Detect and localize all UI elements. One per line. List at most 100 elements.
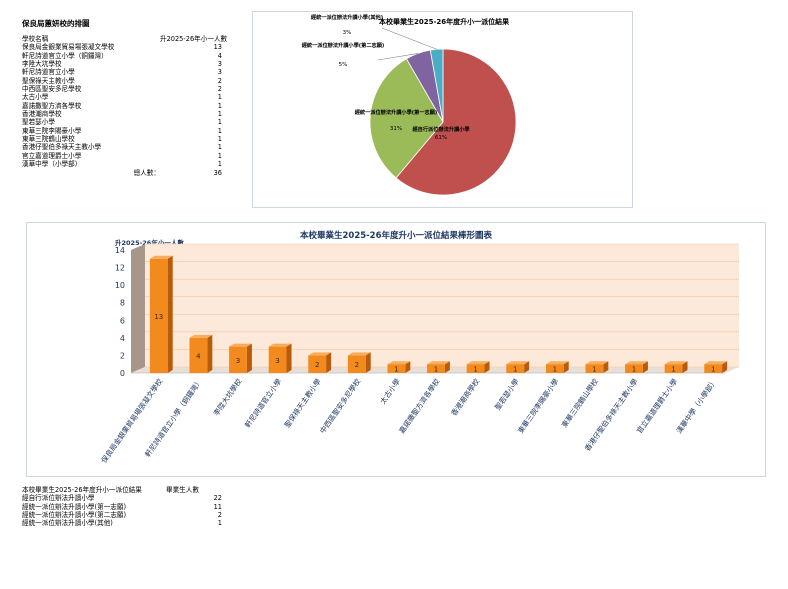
school-value: 2	[217, 85, 222, 94]
bar	[189, 337, 208, 373]
schools-total-value: 36	[213, 168, 222, 177]
bar-data-label: 3	[275, 357, 279, 365]
school-name: 香港仔聖伯多祿天主教小學	[22, 143, 102, 152]
pie-slice-percent: 61%	[435, 135, 447, 141]
bar	[466, 364, 485, 373]
bar-side	[444, 361, 450, 373]
school-value: 3	[217, 68, 222, 77]
bar-side	[603, 361, 609, 373]
y-tick-label: 0	[120, 369, 125, 378]
pie-slice	[429, 48, 444, 123]
bar	[704, 364, 723, 373]
school-value: 13	[213, 43, 222, 52]
result-value: 1	[217, 519, 222, 528]
pie-slice	[395, 48, 517, 196]
bar-top	[229, 343, 252, 347]
school-name: 聖保祿天主教小學	[22, 76, 75, 85]
y-tick-label: 8	[120, 299, 125, 308]
school-row: 李陞大坑學校 3	[22, 60, 232, 68]
school-name: 保良局金銀業貿易場張凝文學校	[22, 43, 115, 52]
bar	[545, 364, 564, 373]
bar-top	[506, 361, 530, 365]
school-row: 嘉諾撒聖方濟各學校 1	[22, 102, 232, 110]
bar-top	[664, 361, 688, 365]
school-row: 軒尼詩道官立小學（銅鑼灣） 4	[22, 52, 232, 60]
schools-total-label: 總人數：	[133, 168, 160, 177]
schools-header-value: 升2025-26年小一人數	[160, 35, 228, 43]
bar-data-label: 1	[434, 366, 438, 374]
x-category-label: 香港潮商學校	[449, 377, 481, 418]
bar-top	[545, 361, 569, 365]
result-value: 11	[213, 502, 222, 511]
x-category-label: 軒尼詩道官立小學	[243, 377, 283, 429]
pie-slice-label: 經統一派位辦法升讀小學(第二志願)	[302, 41, 385, 49]
school-value: 1	[217, 143, 222, 152]
bar	[585, 364, 604, 373]
bar-side	[682, 361, 688, 373]
bar-chart-title: 本校畢業生2025-26年度升小一派位結果棒形圖表	[300, 230, 493, 241]
result-name: 經自行派位辦法升讀小學	[22, 494, 95, 503]
bar-data-label: 1	[671, 366, 675, 374]
y-tick-label: 12	[115, 264, 125, 273]
bar-side	[246, 343, 252, 373]
bar-top	[466, 361, 490, 365]
y-tick-label: 2	[120, 351, 125, 360]
bar-top	[427, 361, 450, 365]
school-row: 官立嘉道理爵士小學 1	[22, 152, 232, 160]
bar-data-label: 13	[154, 313, 163, 321]
school-value: 1	[217, 160, 222, 169]
school-row: 東華三院李賜豪小學 1	[22, 127, 232, 135]
bar-data-label: 4	[196, 352, 201, 360]
bar-top	[268, 343, 292, 347]
school-value: 1	[217, 135, 222, 144]
x-category-label: 李陞大坑學校	[212, 377, 244, 418]
school-name: 漢華中學（小學部）	[22, 160, 82, 169]
bar-top	[625, 361, 648, 365]
bar-side	[365, 352, 371, 373]
bar	[506, 364, 525, 373]
bar-side	[207, 334, 213, 373]
results-table: 本校畢業生2025-26年度升小一派位結果 畢業生人數 經自行派位辦法升讀小學 2…	[22, 486, 232, 528]
x-category-label: 聖若瑟小學	[493, 377, 521, 412]
bar-top	[308, 352, 332, 356]
bar-chart-panel: 本校畢業生2025-26年度升小一派位結果棒形圖表 升2025-26年小一人數 …	[26, 222, 766, 477]
bar-data-label: 1	[592, 366, 596, 374]
bar-data-label: 3	[236, 357, 240, 365]
school-value: 1	[217, 101, 222, 110]
school-row: 太古小學 1	[22, 93, 232, 101]
school-name: 李陞大坑學校	[22, 60, 62, 69]
pie-slice-label: 經統一派位辦法升讀小學(其他)	[311, 13, 383, 21]
y-tick-label: 14	[115, 246, 125, 255]
x-category-label: 官立嘉道理爵士小學	[635, 377, 679, 435]
bar-top	[585, 361, 609, 365]
bar-chart: 本校畢業生2025-26年度升小一派位結果棒形圖表 升2025-26年小一人數 …	[99, 230, 739, 465]
school-row: 香港仔聖伯多祿天主教小學 1	[22, 143, 232, 151]
school-value: 4	[217, 51, 222, 60]
bar-data-label: 1	[553, 366, 557, 374]
school-value: 1	[217, 93, 222, 102]
bar	[229, 346, 247, 373]
result-value: 22	[213, 494, 222, 503]
school-name: 太古小學	[22, 93, 49, 102]
bar-top	[347, 352, 371, 356]
pie-slice-percent: 3%	[343, 30, 352, 36]
result-name: 經統一派位辦法升讀小學(第二志願)	[22, 511, 127, 520]
pie-chart-panel: 本校畢業生2025-26年度升小一派位結果 經自行派位辦法升讀小學 61% 經統一派…	[252, 11, 633, 208]
school-row: 香港潮商學校 1	[22, 110, 232, 118]
school-name: 東華三院鶴山學校	[22, 135, 75, 144]
schools-table: 學校名稱 升2025-26年小一人數 保良局金銀業貿易場張凝文學校 13 軒尼詩道官…	[22, 35, 232, 177]
pie-chart: 本校畢業生2025-26年度升小一派位結果 經自行派位辦法升讀小學 61% 經統一派…	[302, 13, 517, 196]
bar-side	[524, 361, 530, 373]
bar-side	[722, 361, 728, 373]
pie-slice	[369, 58, 444, 179]
school-name: 嘉諾撒聖方濟各學校	[22, 101, 82, 110]
pie-slice-percent: 5%	[339, 62, 348, 68]
pie-slice-label: 經自行派位辦法升讀小學	[412, 125, 470, 133]
school-row: 軒尼詩道官立小學 3	[22, 68, 232, 76]
school-name: 香港潮商學校	[22, 110, 62, 119]
bar-data-label: 1	[473, 366, 477, 374]
bar	[387, 364, 406, 373]
school-name: 東華三院李賜豪小學	[22, 126, 82, 135]
x-category-label: 東華三院鶴山學校	[560, 377, 600, 429]
bar-data-label: 2	[315, 361, 319, 369]
